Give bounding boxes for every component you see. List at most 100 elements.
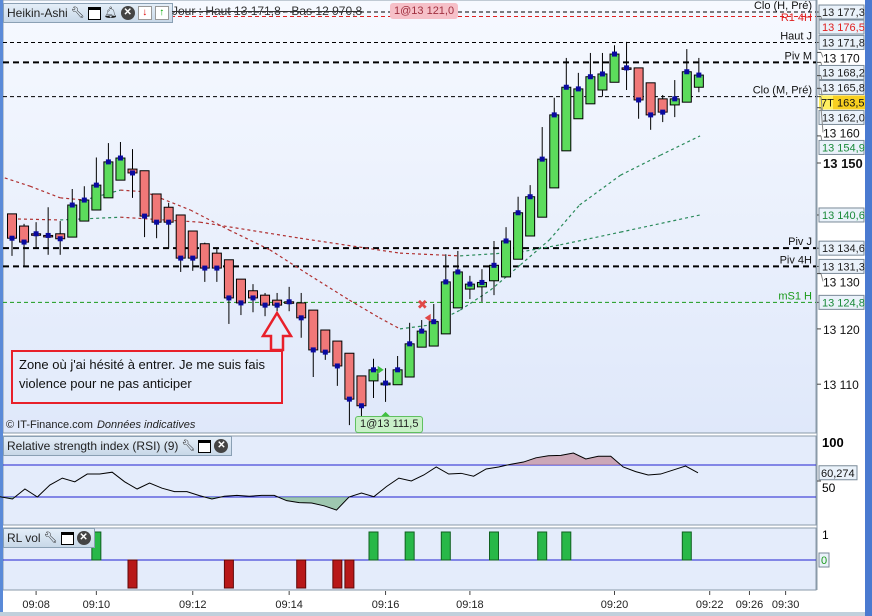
candle-bullish (525, 196, 536, 237)
close-marker (9, 235, 15, 241)
close-marker (130, 170, 135, 176)
close-marker (154, 219, 160, 225)
vol-zero-label: 0 (821, 555, 827, 567)
candle-bearish (633, 67, 644, 101)
candle-bullish (428, 321, 439, 347)
close-marker (672, 96, 678, 102)
copyright-text: © IT-Finance.com (6, 419, 93, 431)
close-marker (503, 238, 509, 244)
candle-bearish (139, 170, 150, 217)
candle-bullish (609, 53, 620, 83)
close-marker (358, 403, 364, 409)
close-marker (455, 269, 461, 275)
bottom-edge (0, 612, 865, 616)
candle-bullish (681, 71, 692, 103)
close-marker (551, 112, 557, 118)
moving-average-short (660, 135, 701, 156)
moving-average-short (459, 289, 491, 311)
candle-bearish (356, 375, 367, 407)
close-marker (563, 84, 569, 90)
bell-icon[interactable]: 🔔︎ (103, 7, 118, 19)
moving-average-long (199, 221, 301, 239)
level-label: mS1 H (778, 290, 812, 302)
copyright: © IT-Finance.com Données indicatives (6, 419, 195, 431)
level-label: Piv 4H (780, 254, 812, 266)
candle-bearish (344, 352, 355, 400)
moving-average-short (548, 204, 581, 241)
wrench-icon[interactable]: 🔧︎ (181, 440, 196, 452)
close-marker (479, 279, 485, 285)
close-marker (383, 380, 389, 386)
moving-average-short (399, 324, 431, 330)
candle-bullish (537, 158, 548, 218)
vol-bar-negative (332, 559, 343, 589)
vol-bar-positive (561, 531, 572, 561)
close-marker (93, 182, 99, 188)
close-marker (262, 302, 268, 308)
moving-average-short (228, 229, 271, 251)
moving-average-short (309, 274, 350, 301)
moving-average-short (620, 154, 661, 176)
sell-order-icon[interactable]: ↓ (137, 6, 152, 20)
close-marker (33, 231, 39, 237)
rsi-overbought-fill (507, 453, 621, 465)
close-marker (527, 194, 533, 200)
close-marker (539, 156, 545, 162)
candle-bullish (440, 281, 451, 335)
candle-bearish (320, 329, 331, 353)
close-icon[interactable]: ✕ (76, 531, 91, 545)
close-icon[interactable]: ✕ (214, 439, 229, 453)
time-label: 09:12 (179, 599, 207, 611)
vol-bar-negative (223, 559, 234, 589)
moving-average-short (29, 185, 61, 199)
moving-average-short (269, 249, 310, 276)
main-panel-header: Heikin-Ashi 🔧︎ 🔔︎ ✕ ↓ ↑ (3, 3, 173, 23)
rsi-mid-label: 50 (822, 481, 836, 495)
moving-average-long (60, 216, 121, 221)
exit-cross-icon: ✖ (417, 297, 428, 312)
close-marker (202, 265, 208, 271)
close-marker (310, 347, 316, 353)
moving-average-short (4, 177, 31, 187)
close-marker (515, 210, 521, 216)
level-label: Clo (H, Pré) (754, 0, 812, 12)
candle-bearish (199, 243, 210, 269)
price-tag-label: 13 168,2 (822, 67, 865, 79)
moving-average-long (520, 244, 561, 253)
moving-average-short (190, 209, 230, 231)
vertical-scrollbar[interactable] (865, 0, 872, 616)
close-marker (612, 51, 617, 57)
buy-order-icon[interactable]: ↑ (154, 6, 169, 20)
moving-average-long (620, 214, 701, 233)
wrench-icon[interactable]: 🔧︎ (70, 7, 85, 19)
current-price-label: 163,5 (837, 97, 865, 109)
rsi-oversold-fill (277, 497, 349, 511)
buy-triangle-icon (377, 365, 384, 374)
close-marker (274, 302, 280, 308)
moving-average-short (379, 317, 401, 330)
vol-bar-positive (440, 531, 451, 561)
price-tag (818, 139, 865, 155)
candle-bullish (115, 157, 126, 181)
window-icon[interactable] (60, 531, 74, 545)
time-label: 09:18 (456, 599, 484, 611)
candle-bearish (235, 278, 246, 304)
window-icon[interactable] (87, 6, 101, 20)
wrench-icon[interactable]: 🔧︎ (43, 532, 58, 544)
price-tick-label: 13 120 (823, 323, 860, 337)
close-icon[interactable]: ✕ (120, 6, 135, 20)
close-marker (166, 219, 172, 225)
vol-zero-tag (818, 552, 830, 568)
candle-bearish (308, 309, 319, 351)
order-tag-top[interactable]: 1@13 121,0 (390, 3, 459, 19)
price-tag-label: 13 140,6 (822, 210, 865, 222)
close-marker (226, 295, 232, 301)
price-tag (818, 207, 865, 223)
close-marker (624, 65, 630, 71)
order-tag-bottom[interactable]: 1@13 111,5 (355, 416, 424, 433)
price-tick-label: 13 160 (823, 126, 860, 140)
window-icon[interactable] (198, 439, 212, 453)
candle-bearish (645, 82, 656, 116)
price-tag-label: 13 162,0 (822, 112, 865, 124)
